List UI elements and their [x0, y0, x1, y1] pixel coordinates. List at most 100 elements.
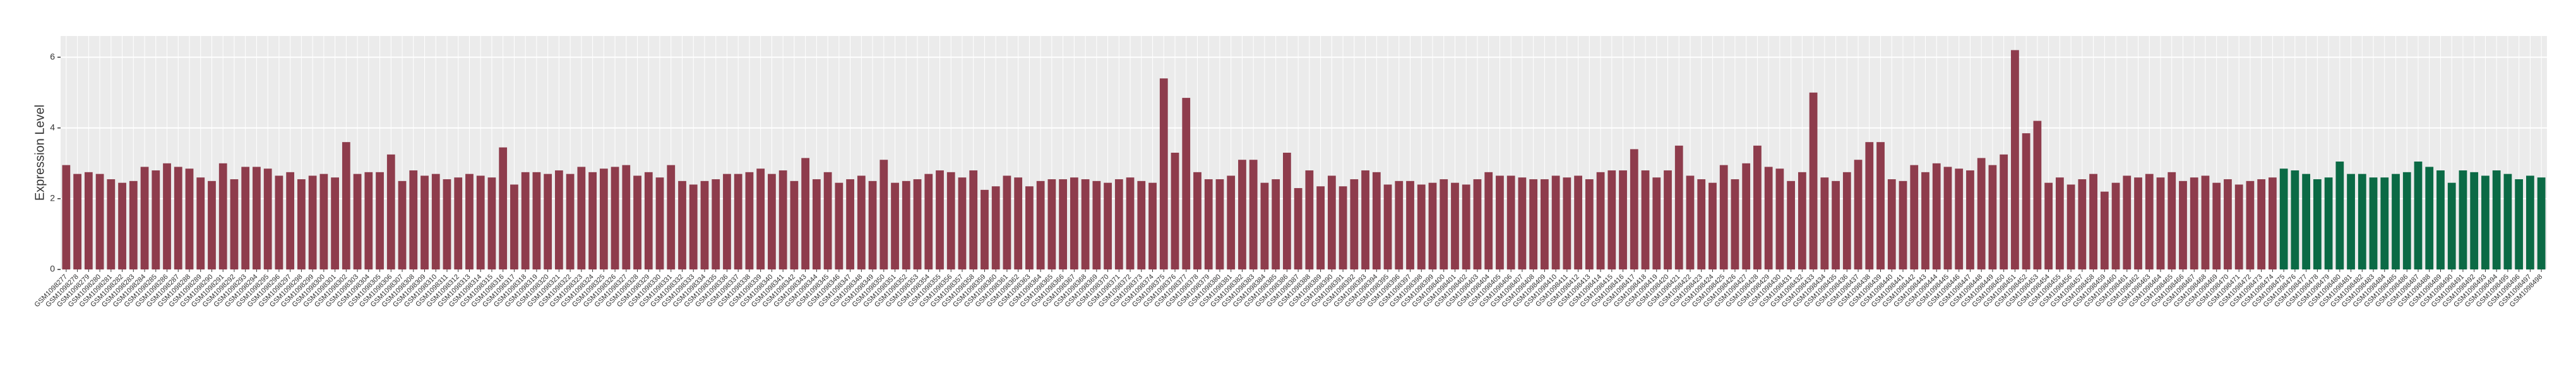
bar: [1036, 180, 1045, 269]
bar: [1294, 188, 1303, 269]
bar: [1406, 180, 1414, 269]
bar: [2380, 177, 2389, 269]
bar: [1540, 179, 1549, 269]
bar: [1832, 180, 1840, 269]
bar: [1865, 142, 1874, 269]
bar: [1462, 184, 1470, 269]
bar: [554, 170, 563, 269]
bar: [2190, 177, 2198, 269]
bar: [1664, 170, 1672, 269]
bar: [1159, 78, 1168, 269]
bar: [2302, 174, 2311, 269]
bar: [2246, 180, 2255, 269]
bar: [2100, 191, 2109, 269]
bar: [1574, 175, 1582, 269]
bar: [1361, 170, 1369, 269]
bar: [1137, 180, 1146, 269]
bar: [1686, 175, 1695, 269]
bar: [2313, 179, 2322, 269]
bar: [73, 174, 81, 269]
bar: [2055, 177, 2064, 269]
bar: [1350, 179, 1359, 269]
bar: [230, 179, 239, 269]
bar: [734, 174, 742, 269]
bar: [946, 172, 955, 269]
bar: [700, 180, 709, 269]
bar: [566, 174, 575, 269]
bar: [1496, 175, 1504, 269]
bar: [1775, 168, 1784, 269]
bar: [1383, 184, 1392, 269]
bar: [1899, 180, 1907, 269]
bar: [1428, 182, 1437, 269]
bar: [1921, 172, 1929, 269]
bar: [263, 168, 272, 269]
bar: [386, 154, 395, 269]
bar: [655, 177, 664, 269]
bar: [857, 175, 866, 269]
bar: [2224, 179, 2232, 269]
bar: [2402, 172, 2411, 269]
bar: [1943, 167, 1952, 269]
bar: [1764, 167, 1773, 269]
y-tick-label: 0: [50, 264, 55, 274]
bar: [319, 174, 328, 269]
bar: [174, 167, 182, 269]
bar: [2111, 182, 2120, 269]
bar: [1193, 172, 1202, 269]
bar: [409, 170, 418, 269]
bar: [1854, 160, 1863, 269]
bar: [1932, 163, 1941, 269]
bar: [1249, 160, 1258, 269]
bar: [823, 172, 832, 269]
bar: [2269, 177, 2277, 269]
bar: [1551, 175, 1560, 269]
bar: [2000, 154, 2008, 269]
bar: [208, 180, 216, 269]
bar: [275, 175, 283, 269]
bar: [756, 168, 765, 269]
bar: [1215, 179, 1224, 269]
bar: [981, 189, 989, 269]
bar: [1272, 179, 1280, 269]
bar: [2324, 177, 2333, 269]
bar: [1003, 175, 1011, 269]
bar: [667, 165, 676, 269]
bar: [790, 180, 799, 269]
bar: [1798, 172, 1806, 269]
bar: [152, 170, 160, 269]
bar: [2425, 167, 2434, 269]
bar: [1227, 175, 1236, 269]
bar: [2179, 180, 2187, 269]
bar: [1529, 179, 1538, 269]
bar: [902, 180, 910, 269]
bar: [1305, 170, 1314, 269]
bar: [95, 174, 104, 269]
bar: [924, 174, 933, 269]
bar: [454, 177, 463, 269]
bar: [286, 172, 295, 269]
bar: [622, 165, 631, 269]
bar: [465, 174, 474, 269]
y-tick-label: 2: [50, 193, 55, 203]
bar: [1820, 177, 1829, 269]
bar: [1451, 182, 1459, 269]
bar: [1473, 179, 1482, 269]
bar: [2156, 177, 2165, 269]
bar: [218, 163, 227, 269]
bar: [163, 163, 171, 269]
bar: [1025, 186, 1034, 269]
bar: [644, 172, 653, 269]
bar: [2335, 162, 2344, 269]
bar: [2492, 170, 2501, 269]
bar: [2436, 170, 2445, 269]
bar: [633, 175, 641, 269]
plot-panel: [61, 36, 2547, 269]
bar: [835, 182, 844, 269]
bar: [577, 167, 586, 269]
bar: [1092, 180, 1101, 269]
bar: [2537, 177, 2546, 269]
bar: [1395, 180, 1404, 269]
bar: [1260, 182, 1269, 269]
bar: [521, 172, 530, 269]
